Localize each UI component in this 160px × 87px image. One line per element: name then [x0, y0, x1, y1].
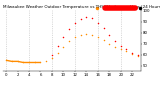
Point: [114, 46, 116, 48]
Point: [102, 27, 105, 29]
Point: [68, 41, 70, 42]
Text: Milwaukee Weather Outdoor Temperature vs THSW Index per Hour (24 Hours): Milwaukee Weather Outdoor Temperature vs…: [3, 5, 160, 9]
Point: [131, 53, 133, 54]
Point: [16, 61, 19, 62]
Point: [131, 52, 133, 53]
Point: [74, 36, 76, 38]
Point: [39, 62, 42, 63]
Point: [62, 36, 65, 38]
Point: [114, 41, 116, 42]
Point: [51, 57, 53, 59]
Point: [91, 34, 93, 35]
Point: [137, 54, 139, 55]
Point: [56, 45, 59, 47]
Point: [62, 46, 65, 48]
Point: [79, 34, 82, 35]
Point: [120, 45, 122, 47]
Point: [85, 33, 88, 34]
Point: [5, 60, 7, 61]
Point: [56, 52, 59, 53]
Point: [137, 55, 139, 57]
Point: [96, 36, 99, 38]
Point: [91, 17, 93, 19]
Point: [96, 22, 99, 23]
Point: [11, 61, 13, 62]
Point: [28, 62, 30, 63]
Point: [108, 43, 111, 44]
Point: [79, 19, 82, 20]
Point: [120, 48, 122, 50]
Point: [85, 16, 88, 18]
Point: [33, 62, 36, 63]
Point: [51, 54, 53, 55]
Point: [125, 48, 128, 50]
Point: [74, 22, 76, 23]
Point: [102, 40, 105, 41]
Point: [108, 34, 111, 35]
Point: [68, 29, 70, 30]
Point: [125, 51, 128, 52]
Point: [45, 61, 48, 62]
Point: [22, 62, 24, 63]
